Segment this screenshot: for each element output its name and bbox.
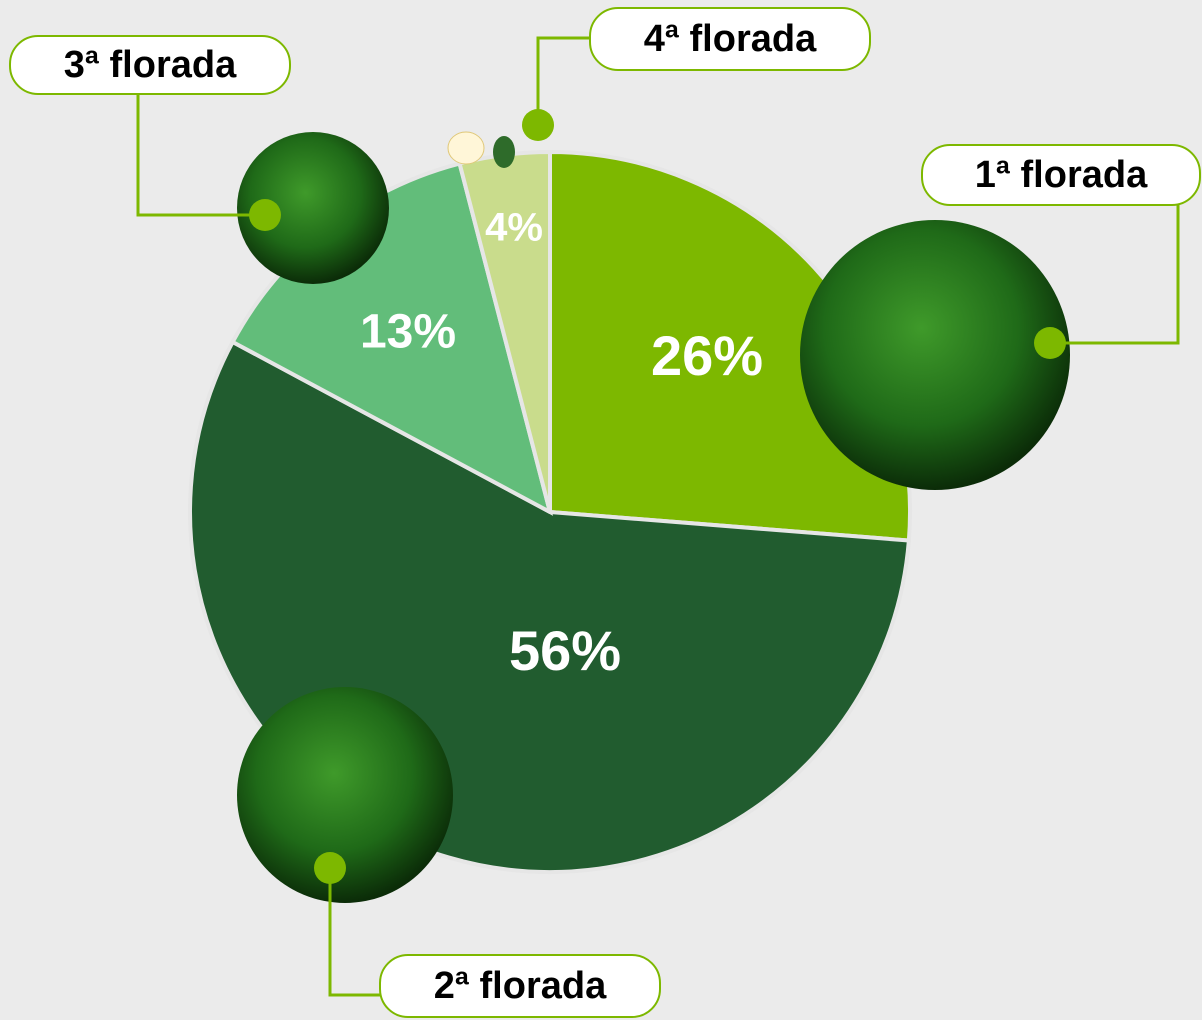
data-label: 26% xyxy=(651,324,763,387)
data-label: 13% xyxy=(360,306,456,359)
chart: 26% 56% 13% 4% 1ª florada 2ª florada 3ª florad… xyxy=(0,0,1202,1020)
connector-dot xyxy=(522,109,554,141)
connector-dot xyxy=(314,852,346,884)
fruit-image xyxy=(800,220,1070,490)
flower-icon xyxy=(448,132,484,164)
data-label: 56% xyxy=(509,619,621,682)
legend-label: 3ª florada xyxy=(64,44,237,86)
fruit-icon xyxy=(493,136,515,168)
connector-dot xyxy=(1034,327,1066,359)
legend-label: 1ª florada xyxy=(975,154,1148,196)
legend-label: 4ª florada xyxy=(644,18,817,60)
connector-dot xyxy=(249,199,281,231)
legend-label: 2ª florada xyxy=(434,965,607,1007)
data-label: 4% xyxy=(485,206,543,250)
